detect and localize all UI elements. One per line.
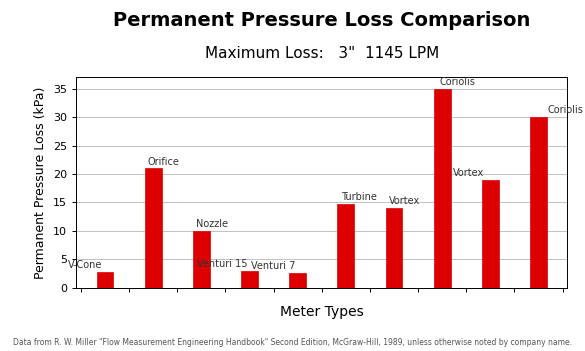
Bar <box>193 231 210 288</box>
Text: Orifice: Orifice <box>147 157 179 167</box>
Text: Vortex: Vortex <box>453 168 484 178</box>
Bar <box>386 208 402 288</box>
Text: Coriolis: Coriolis <box>547 105 583 115</box>
Bar <box>433 88 450 288</box>
Text: Maximum Loss:   3"  1145 LPM: Maximum Loss: 3" 1145 LPM <box>205 46 439 61</box>
Bar <box>530 117 547 288</box>
Text: Venturi 15: Venturi 15 <box>197 259 247 269</box>
Bar <box>289 273 306 288</box>
X-axis label: Meter Types: Meter Types <box>280 305 364 319</box>
Text: Permanent Pressure Loss Comparison: Permanent Pressure Loss Comparison <box>113 11 531 29</box>
Text: Data from R. W. Miller "Flow Measurement Engineering Handbook" Second Edition, M: Data from R. W. Miller "Flow Measurement… <box>13 338 572 347</box>
Text: Turbine: Turbine <box>341 192 377 203</box>
Text: V-Cone: V-Cone <box>68 260 102 270</box>
Text: Nozzle: Nozzle <box>195 219 228 229</box>
Bar <box>144 168 161 288</box>
Bar <box>97 272 113 288</box>
Bar <box>338 204 355 288</box>
Y-axis label: Permanent Pressure Loss (kPa): Permanent Pressure Loss (kPa) <box>35 86 47 279</box>
Text: Coriolis: Coriolis <box>440 77 476 87</box>
Text: Venturi 7: Venturi 7 <box>251 261 295 271</box>
Bar <box>241 271 258 288</box>
Text: Vortex: Vortex <box>389 197 421 206</box>
Bar <box>482 180 499 288</box>
